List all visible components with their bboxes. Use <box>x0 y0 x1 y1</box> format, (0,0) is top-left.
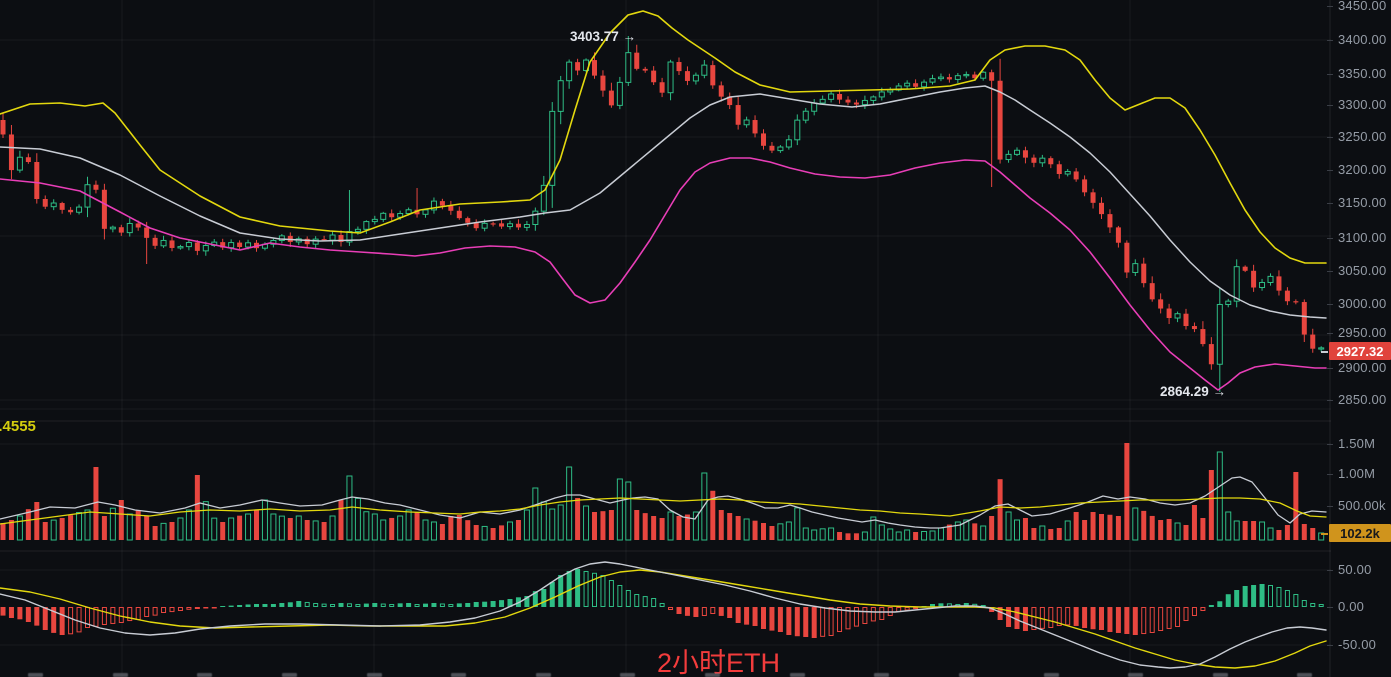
axis-tick <box>1327 368 1333 369</box>
price-axis-label: 3150.00 <box>1338 195 1387 210</box>
swing-low-annotation: 2864.29 → <box>1160 384 1227 399</box>
time-axis-label-cutoff <box>28 673 43 677</box>
axis-tick <box>1327 474 1333 475</box>
timeframe-watermark: 2小时ETH <box>657 648 781 677</box>
axis-tick <box>1327 170 1333 171</box>
time-axis-label-cutoff <box>790 673 805 677</box>
axis-tick <box>1327 645 1333 646</box>
price-axis-label: 2950.00 <box>1338 325 1387 340</box>
macd-axis-label: 50.00 <box>1338 562 1372 577</box>
volume-axis-label: 500.00k <box>1338 498 1386 513</box>
axis-tick <box>1327 333 1333 334</box>
time-axis-label-cutoff <box>705 673 720 677</box>
axis-tick <box>1327 74 1333 75</box>
time-axis-label-cutoff <box>197 673 212 677</box>
axis-tick <box>1327 203 1333 204</box>
axis-tick <box>1327 105 1333 106</box>
axis-tick <box>1327 506 1333 507</box>
price-axis-label: 3100.00 <box>1338 230 1387 245</box>
axis-tick <box>1327 607 1333 608</box>
last-price-badge: 2927.32 <box>1329 342 1391 360</box>
axis-tick <box>1327 137 1333 138</box>
last-volume-badge: 102.2k <box>1329 524 1391 542</box>
price-axis-label: 3400.00 <box>1338 32 1387 47</box>
time-axis-label-cutoff <box>620 673 635 677</box>
axis-tick <box>1327 570 1333 571</box>
last-volume-tick <box>1321 533 1328 535</box>
time-axis-label-cutoff <box>1044 673 1059 677</box>
time-axis-label-cutoff <box>367 673 382 677</box>
axis-tick <box>1327 271 1333 272</box>
macd-axis-label: 0.00 <box>1338 599 1365 614</box>
last-price-tick <box>1321 351 1328 353</box>
clipped-indicator-value: 7.4555 <box>0 418 36 435</box>
axis-tick <box>1327 304 1333 305</box>
price-axis-label: 2900.00 <box>1338 360 1387 375</box>
axis-tick <box>1327 400 1333 401</box>
time-axis-label-cutoff <box>536 673 551 677</box>
price-axis-label: 3250.00 <box>1338 129 1387 144</box>
swing-high-annotation: 3403.77 → <box>570 29 637 44</box>
time-axis-label-cutoff <box>1128 673 1143 677</box>
time-axis-label-cutoff <box>1213 673 1228 677</box>
time-axis-label-cutoff <box>959 673 974 677</box>
volume-axis-label: 1.50M <box>1338 436 1376 451</box>
time-axis-label-cutoff <box>1297 673 1312 677</box>
axis-tick <box>1327 6 1333 7</box>
axis-tick <box>1327 444 1333 445</box>
price-axis-label: 3300.00 <box>1338 97 1387 112</box>
price-axis-label: 3350.00 <box>1338 66 1387 81</box>
time-axis-label-cutoff <box>282 673 297 677</box>
price-axis-label: 3200.00 <box>1338 162 1387 177</box>
price-axis-label: 2850.00 <box>1338 392 1387 407</box>
price-axis-label: 3050.00 <box>1338 263 1387 278</box>
volume-axis-label: 1.00M <box>1338 466 1376 481</box>
axis-tick <box>1327 238 1333 239</box>
time-axis-label-cutoff <box>874 673 889 677</box>
price-axis-label: 3450.00 <box>1338 0 1387 13</box>
price-axis-label: 3000.00 <box>1338 296 1387 311</box>
time-axis-label-cutoff <box>113 673 128 677</box>
macd-axis-label: -50.00 <box>1338 637 1377 652</box>
axis-tick <box>1327 40 1333 41</box>
time-axis-label-cutoff <box>451 673 466 677</box>
